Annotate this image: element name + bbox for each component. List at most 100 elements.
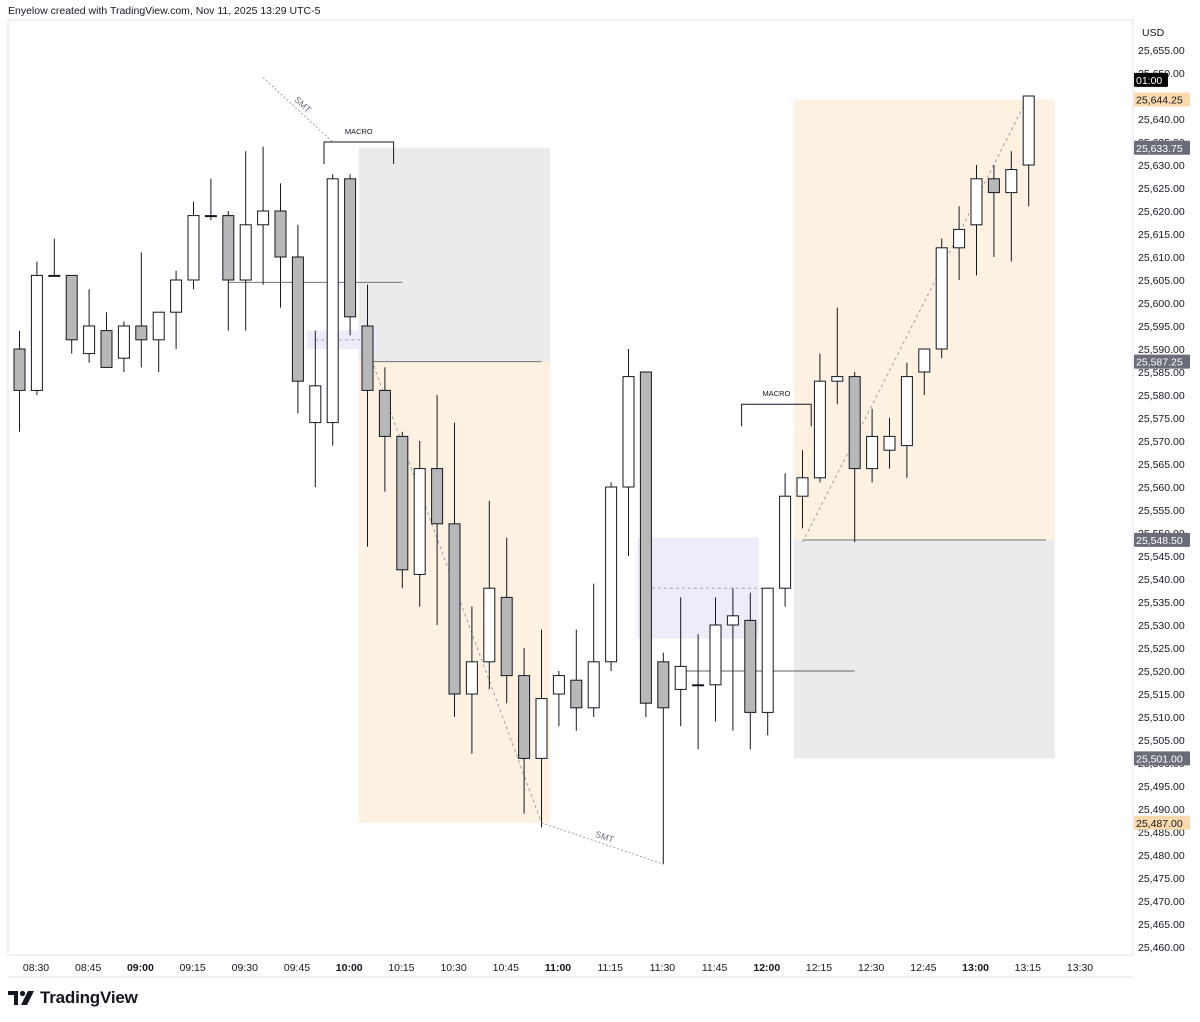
candle-body-50 — [883, 435, 896, 451]
time-tick-label: 10:30 — [440, 962, 466, 974]
candle-body-18 — [326, 178, 339, 424]
price-tick-label: 25,560.00 — [1138, 482, 1185, 494]
time-tick-label: 10:45 — [493, 962, 519, 974]
chart-header-title: Enyelow created with TradingView.com, No… — [8, 5, 321, 17]
plot-frame — [7, 19, 1134, 956]
candle-body-25 — [448, 523, 461, 695]
time-tick-label: 11:30 — [650, 962, 676, 974]
candle-body-8 — [152, 311, 165, 341]
price-tick-label: 25,525.00 — [1138, 643, 1185, 655]
candle-body-45 — [796, 477, 809, 497]
time-tick-label: 09:30 — [232, 962, 258, 974]
candle-body-37 — [657, 661, 670, 709]
smt-label-0: SMT — [292, 95, 313, 116]
price-badge-0 — [1134, 72, 1168, 87]
price-tick-label: 25,585.00 — [1138, 367, 1185, 379]
price-tick-label: 25,600.00 — [1138, 298, 1185, 310]
candle-body-14 — [257, 210, 270, 226]
candle-body-15 — [274, 210, 287, 258]
price-tick-label: 25,605.00 — [1138, 275, 1185, 287]
candle-body-47 — [831, 376, 844, 382]
candle-body-41 — [726, 615, 739, 626]
time-tick-label: 09:00 — [127, 962, 154, 974]
candle-body-54 — [953, 228, 966, 249]
tradingview-logo-text: TradingView — [40, 988, 138, 1007]
price-badge-label-6: 25,487.00 — [1136, 818, 1183, 830]
tradingview-logo[interactable]: TradingView — [8, 988, 138, 1008]
candle-body-31 — [552, 675, 565, 695]
time-tick-label: 12:15 — [806, 962, 832, 974]
level-line-7 — [802, 95, 1030, 543]
price-tick-label: 25,580.00 — [1138, 390, 1185, 402]
price-badge-3 — [1134, 354, 1190, 369]
candle-body-2 — [48, 274, 61, 277]
candle-body-13 — [239, 224, 252, 281]
time-tick-label: 12:45 — [910, 962, 936, 974]
price-tick-label: 25,625.00 — [1138, 183, 1185, 195]
price-badge-1 — [1134, 92, 1190, 107]
time-tick-label: 10:00 — [336, 962, 363, 974]
candle-body-46 — [813, 380, 826, 479]
smt-line-1 — [541, 822, 664, 865]
price-tick-label: 25,495.00 — [1138, 781, 1185, 793]
candle-body-58 — [1022, 95, 1035, 166]
price-tick-label: 25,555.00 — [1138, 505, 1185, 517]
time-tick-label: 11:00 — [545, 962, 571, 974]
candle-body-26 — [465, 661, 478, 695]
zone-gray-3 — [793, 539, 1055, 759]
price-tick-label: 25,510.00 — [1138, 712, 1185, 724]
candle-body-29 — [518, 675, 531, 759]
candle-body-34 — [605, 486, 618, 663]
candle-body-51 — [900, 376, 913, 447]
time-tick-label: 09:15 — [179, 962, 205, 974]
candle-body-28 — [500, 596, 513, 677]
price-tick-label: 25,565.00 — [1138, 459, 1185, 471]
candle-body-35 — [622, 376, 635, 488]
time-tick-label: 11:15 — [597, 962, 623, 974]
candle-body-24 — [431, 468, 444, 525]
price-tick-label: 25,630.00 — [1138, 160, 1185, 172]
candle-body-39 — [692, 684, 705, 687]
price-tick-label: 25,610.00 — [1138, 252, 1185, 264]
price-badge-label-4: 25,548.50 — [1136, 535, 1183, 547]
currency-label: USD — [1142, 27, 1165, 39]
zone-gray-1 — [358, 147, 551, 362]
candle-body-17 — [309, 385, 322, 424]
smt-label-1: SMT — [594, 829, 616, 845]
zone-purple-5 — [637, 537, 759, 639]
price-badge-5 — [1134, 751, 1190, 766]
candle-body-42 — [744, 619, 757, 713]
candle-body-49 — [866, 435, 879, 470]
candle-body-40 — [709, 624, 722, 686]
price-tick-label: 25,590.00 — [1138, 344, 1185, 356]
candle-body-10 — [187, 215, 200, 281]
candle-body-30 — [535, 698, 548, 759]
price-badge-label-2: 25,633.75 — [1136, 143, 1183, 155]
price-tick-label: 25,535.00 — [1138, 597, 1185, 609]
candle-body-53 — [935, 247, 948, 350]
price-tick-label: 25,570.00 — [1138, 436, 1185, 448]
price-tick-label: 25,470.00 — [1138, 896, 1185, 908]
time-tick-label: 08:30 — [23, 962, 49, 974]
candle-body-56 — [987, 178, 1000, 194]
candle-body-36 — [639, 371, 652, 704]
price-tick-label: 25,480.00 — [1138, 850, 1185, 862]
macro-label-0: MACRO — [345, 127, 373, 136]
price-tick-label: 25,460.00 — [1138, 942, 1185, 954]
time-tick-label: 10:15 — [388, 962, 414, 974]
price-badge-label-0: 01:00 — [1136, 75, 1162, 87]
price-tick-label: 25,640.00 — [1138, 114, 1185, 126]
time-tick-label: 13:30 — [1067, 962, 1093, 974]
candle-body-38 — [674, 665, 687, 690]
price-tick-label: 25,655.00 — [1138, 45, 1185, 57]
price-tick-label: 25,505.00 — [1138, 735, 1185, 747]
candle-body-3 — [65, 274, 78, 341]
candle-body-16 — [291, 256, 304, 382]
price-badge-label-5: 25,501.00 — [1136, 753, 1183, 765]
candle-body-23 — [413, 468, 426, 575]
macro-label-1: MACRO — [762, 389, 790, 398]
candle-body-43 — [761, 587, 774, 713]
time-tick-label: 13:00 — [962, 962, 989, 974]
time-tick-label: 11:45 — [702, 962, 728, 974]
